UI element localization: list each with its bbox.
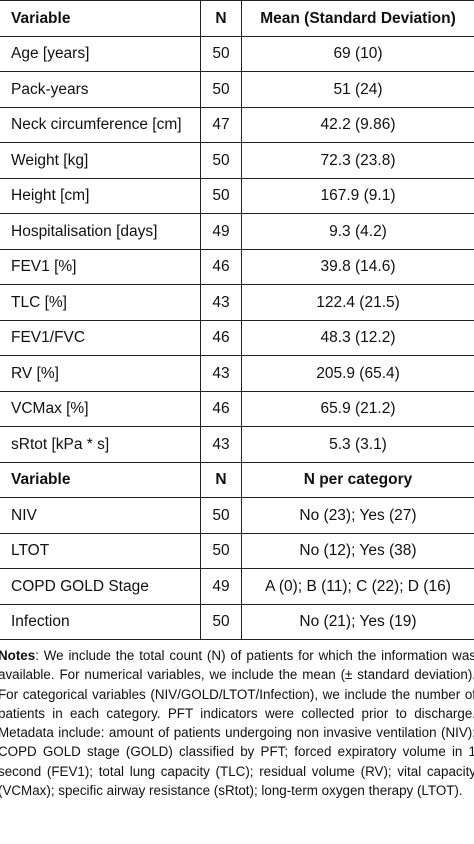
cell-n: 43	[200, 284, 242, 321]
table-row: Pack-years 50 51 (24)	[0, 71, 474, 108]
cell-n: 49	[200, 568, 242, 605]
cell-variable: Age [years]	[0, 35, 201, 72]
cell-value: 69 (10)	[241, 35, 474, 72]
table-row: Height [cm] 50 167.9 (9.1)	[0, 177, 474, 214]
cell-variable: Pack-years	[0, 71, 201, 108]
cell-n: 50	[200, 603, 242, 640]
numeric-header: Variable N Mean (Standard Deviation)	[0, 0, 474, 37]
header-row: Variable N Mean (Standard Deviation)	[0, 0, 474, 37]
cell-n: 50	[200, 532, 242, 569]
cell-value: 5.3 (3.1)	[241, 426, 474, 463]
cell-n: 50	[200, 35, 242, 72]
table-row: Infection 50 No (21); Yes (19)	[0, 603, 474, 640]
cell-value: No (21); Yes (19)	[241, 603, 474, 640]
table-row: RV [%] 43 205.9 (65.4)	[0, 355, 474, 392]
table-row: NIV 50 No (23); Yes (27)	[0, 497, 474, 534]
cell-n: 50	[200, 497, 242, 534]
header-variable: Variable	[0, 461, 201, 498]
cell-variable: RV [%]	[0, 355, 201, 392]
cell-value: 65.9 (21.2)	[241, 390, 474, 427]
cell-value: 48.3 (12.2)	[241, 319, 474, 356]
cell-n: 46	[200, 319, 242, 356]
cell-variable: Hospitalisation [days]	[0, 213, 201, 250]
header-variable: Variable	[0, 0, 201, 37]
notes-label: Notes	[0, 648, 36, 663]
header-n-per-category: N per category	[241, 461, 474, 498]
header-row: Variable N N per category	[0, 461, 474, 498]
cell-value: No (23); Yes (27)	[241, 497, 474, 534]
notes-text: : We include the total count (N) of pati…	[0, 648, 474, 799]
categorical-variables-body: NIV 50 No (23); Yes (27) LTOT 50 No (12); Yes…	[0, 497, 474, 640]
cell-variable: FEV1 [%]	[0, 248, 201, 285]
table-row: Age [years] 50 69 (10)	[0, 35, 474, 72]
cell-variable: sRtot [kPa * s]	[0, 426, 201, 463]
cell-value: 9.3 (4.2)	[241, 213, 474, 250]
cell-variable: COPD GOLD Stage	[0, 568, 201, 605]
table-row: COPD GOLD Stage 49 A (0); B (11); C (22); …	[0, 568, 474, 605]
header-n: N	[200, 461, 242, 498]
table-row: VCMax [%] 46 65.9 (21.2)	[0, 390, 474, 427]
table-row: LTOT 50 No (12); Yes (38)	[0, 532, 474, 569]
cell-value: 205.9 (65.4)	[241, 355, 474, 392]
cell-variable: FEV1/FVC	[0, 319, 201, 356]
cell-n: 43	[200, 426, 242, 463]
cell-variable: Neck circumference [cm]	[0, 106, 201, 143]
cell-n: 47	[200, 106, 242, 143]
cell-n: 43	[200, 355, 242, 392]
table-notes: Notes: We include the total count (N) of…	[0, 646, 474, 800]
table-row: sRtot [kPa * s] 43 5.3 (3.1)	[0, 426, 474, 463]
cell-variable: Weight [kg]	[0, 142, 201, 179]
categorical-header: Variable N N per category	[0, 461, 474, 498]
table-row: Hospitalisation [days] 49 9.3 (4.2)	[0, 213, 474, 250]
cell-variable: Height [cm]	[0, 177, 201, 214]
cell-value: 122.4 (21.5)	[241, 284, 474, 321]
cell-n: 50	[200, 177, 242, 214]
cell-variable: Infection	[0, 603, 201, 640]
header-mean-sd: Mean (Standard Deviation)	[241, 0, 474, 37]
cell-value: A (0); B (11); C (22); D (16)	[241, 568, 474, 605]
cell-n: 46	[200, 248, 242, 285]
cell-value: 51 (24)	[241, 71, 474, 108]
cell-value: 42.2 (9.86)	[241, 106, 474, 143]
table-row: Weight [kg] 50 72.3 (23.8)	[0, 142, 474, 179]
numeric-variables-body: Age [years] 50 69 (10) Pack-years 50 51 (24) N…	[0, 35, 474, 463]
table-row: FEV1 [%] 46 39.8 (14.6)	[0, 248, 474, 285]
table-row: TLC [%] 43 122.4 (21.5)	[0, 284, 474, 321]
cell-variable: VCMax [%]	[0, 390, 201, 427]
cell-n: 50	[200, 142, 242, 179]
patient-characteristics-table: Variable N Mean (Standard Deviation) Age…	[0, 0, 474, 640]
table-row: FEV1/FVC 46 48.3 (12.2)	[0, 319, 474, 356]
cell-variable: NIV	[0, 497, 201, 534]
cell-variable: LTOT	[0, 532, 201, 569]
cell-value: 167.9 (9.1)	[241, 177, 474, 214]
table-row: Neck circumference [cm] 47 42.2 (9.86)	[0, 106, 474, 143]
cell-value: No (12); Yes (38)	[241, 532, 474, 569]
cell-value: 72.3 (23.8)	[241, 142, 474, 179]
cell-n: 46	[200, 390, 242, 427]
cell-n: 49	[200, 213, 242, 250]
cell-variable: TLC [%]	[0, 284, 201, 321]
cell-n: 50	[200, 71, 242, 108]
cell-value: 39.8 (14.6)	[241, 248, 474, 285]
header-n: N	[200, 0, 242, 37]
